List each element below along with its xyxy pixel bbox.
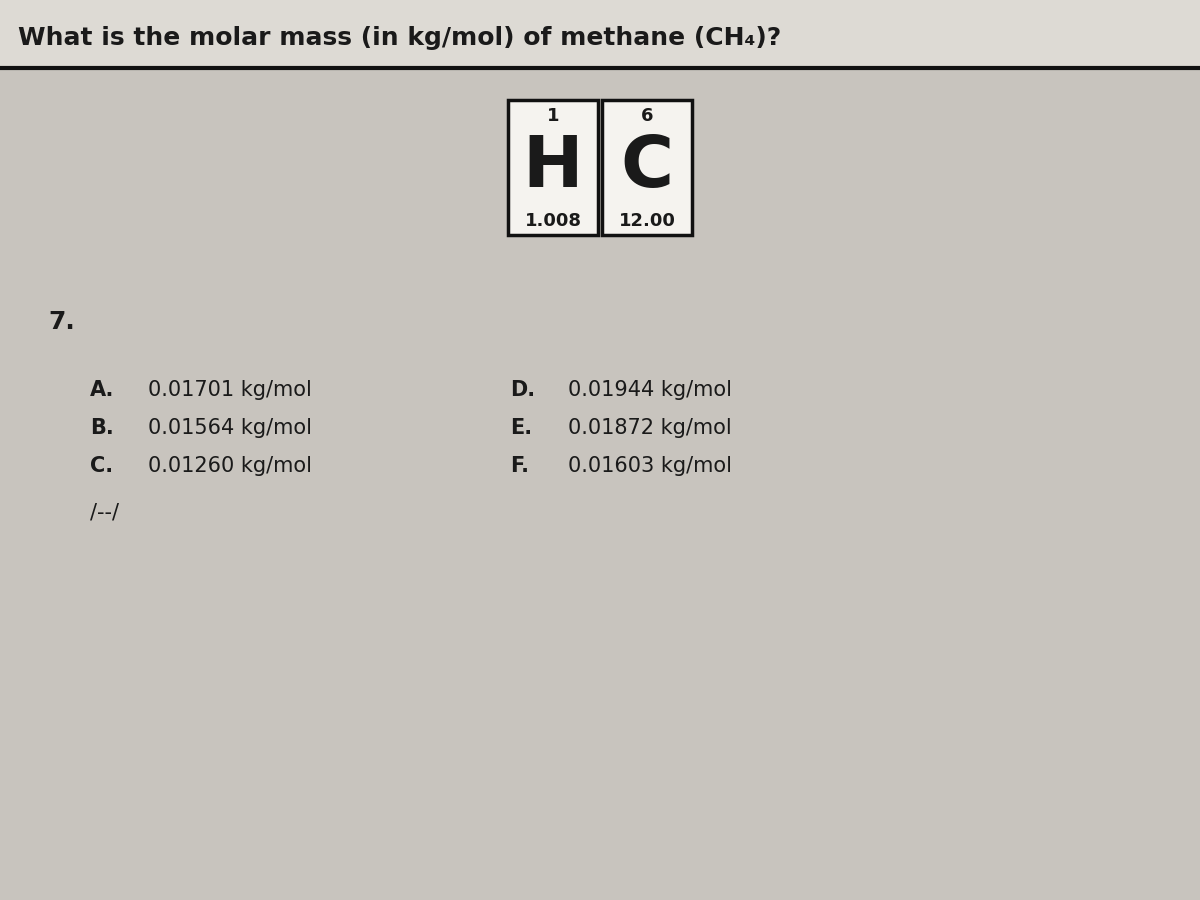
Text: 0.01872 kg/mol: 0.01872 kg/mol: [568, 418, 732, 438]
Text: C: C: [620, 133, 673, 202]
Text: 6: 6: [641, 107, 653, 125]
Bar: [508, 100, 598, 235]
Text: /--/: /--/: [90, 502, 119, 522]
Text: H: H: [523, 133, 583, 202]
Text: 0.01603 kg/mol: 0.01603 kg/mol: [568, 456, 732, 476]
Text: 0.01701 kg/mol: 0.01701 kg/mol: [148, 380, 312, 400]
Text: F.: F.: [510, 456, 529, 476]
Text: 12.00: 12.00: [618, 212, 676, 230]
Text: 0.01944 kg/mol: 0.01944 kg/mol: [568, 380, 732, 400]
Text: 1: 1: [547, 107, 559, 125]
Text: 0.01260 kg/mol: 0.01260 kg/mol: [148, 456, 312, 476]
Text: B.: B.: [90, 418, 114, 438]
Text: 0.01564 kg/mol: 0.01564 kg/mol: [148, 418, 312, 438]
Bar: [602, 100, 692, 235]
Text: C.: C.: [90, 456, 113, 476]
Text: What is the molar mass (in kg/mol) of methane (CH₄)?: What is the molar mass (in kg/mol) of me…: [18, 26, 781, 50]
Text: A.: A.: [90, 380, 114, 400]
Text: 1.008: 1.008: [524, 212, 582, 230]
Text: E.: E.: [510, 418, 532, 438]
Bar: [0, 0, 1200, 68]
Text: D.: D.: [510, 380, 535, 400]
Text: 7.: 7.: [48, 310, 74, 334]
